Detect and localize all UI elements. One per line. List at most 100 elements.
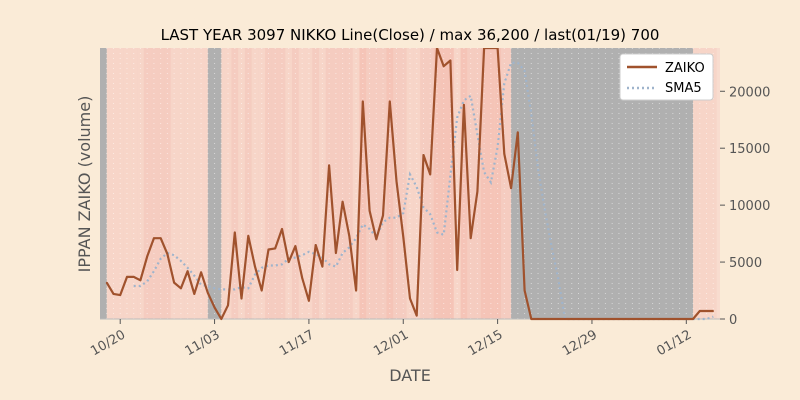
zaiko-point — [395, 180, 398, 183]
series-layer — [105, 48, 715, 321]
chart-title: LAST YEAR 3097 NIKKO Line(Close) / max 3… — [161, 26, 660, 44]
y-tick-label: 5000 — [729, 256, 762, 271]
zaiko-point — [564, 318, 566, 320]
zaiko-point — [597, 318, 600, 320]
zaiko-point — [281, 228, 283, 230]
zaiko-point — [624, 318, 627, 320]
zaiko-point — [611, 318, 613, 320]
zaiko-point — [335, 252, 337, 254]
zaiko-point — [422, 154, 425, 156]
zaiko-point — [698, 310, 701, 312]
zaiko-point — [469, 237, 472, 239]
zaiko-point — [328, 164, 330, 167]
zaiko-point — [692, 318, 694, 320]
zaiko-point — [314, 244, 317, 246]
zaiko-point — [456, 269, 458, 271]
zaiko-point — [119, 294, 122, 296]
zaiko-point — [240, 297, 243, 300]
zaiko-point — [510, 187, 512, 189]
zaiko-point — [402, 236, 405, 238]
zaiko-point — [105, 281, 108, 284]
zaiko-point — [193, 293, 196, 295]
zaiko-point — [618, 318, 620, 320]
zaiko-point — [490, 48, 492, 49]
zaiko-point — [517, 131, 519, 134]
zaiko-point — [153, 237, 155, 239]
zaiko-point — [301, 277, 303, 279]
zaiko-point — [362, 100, 364, 103]
zaiko-point — [496, 48, 499, 49]
y-tick-label: 0 — [729, 313, 737, 328]
y-tick-label: 20000 — [729, 85, 770, 100]
zaiko-point — [678, 318, 681, 320]
zaiko-point — [247, 235, 250, 237]
zaiko-point — [712, 310, 715, 312]
zaiko-point — [584, 318, 587, 320]
zaiko-point — [550, 318, 553, 320]
x-axis-label: DATE — [389, 366, 431, 385]
zaiko-point — [415, 314, 418, 317]
zaiko-point — [200, 271, 202, 274]
zaiko-point — [294, 245, 297, 247]
legend-label-sma5: SMA5 — [665, 81, 702, 96]
zaiko-point — [651, 318, 654, 320]
zaiko-point — [638, 318, 640, 320]
zaiko-point — [530, 318, 533, 320]
zaiko-point — [672, 318, 674, 320]
zaiko-point — [388, 100, 391, 103]
zaiko-point — [207, 292, 209, 294]
zaiko-point — [537, 318, 539, 320]
zaiko-point — [139, 279, 142, 282]
zaiko-point — [132, 276, 135, 278]
zaiko-point — [227, 304, 229, 307]
zaiko-point — [348, 235, 351, 237]
zaiko-point — [685, 318, 688, 320]
zaiko-point — [233, 231, 236, 234]
y-tick-label: 10000 — [729, 199, 770, 214]
zaiko-point — [173, 281, 175, 284]
gray-band — [100, 48, 107, 319]
background-bands — [100, 48, 720, 319]
zaiko-point — [557, 318, 560, 320]
zaiko-point — [220, 318, 223, 320]
zaiko-point — [449, 59, 452, 62]
zaiko-point — [112, 293, 115, 295]
legend-label-zaiko: ZAIKO — [665, 61, 705, 76]
zaiko-point — [442, 65, 445, 68]
zaiko-point — [180, 287, 182, 290]
zaiko-point — [436, 48, 438, 49]
zaiko-point — [166, 253, 169, 255]
zaiko-point — [267, 248, 270, 251]
zaiko-point — [355, 289, 357, 292]
zaiko-point — [705, 310, 708, 312]
zaiko-point — [658, 318, 661, 320]
y-tick-label: 15000 — [729, 142, 770, 157]
zaiko-point — [503, 153, 506, 155]
zaiko-point — [476, 190, 479, 193]
zaiko-point — [260, 289, 263, 292]
zaiko-point — [146, 255, 148, 258]
zaiko-point — [382, 214, 384, 217]
zaiko-point — [604, 318, 607, 320]
zaiko-point — [126, 276, 128, 278]
zaiko-point — [186, 270, 189, 272]
zaiko-point — [577, 318, 580, 320]
zaiko-point — [341, 200, 344, 203]
zaiko-point — [159, 237, 162, 239]
zaiko-point — [287, 261, 290, 263]
zaiko-point — [665, 318, 667, 320]
zaiko-point — [321, 265, 324, 268]
zaiko-point — [254, 265, 256, 268]
zaiko-point — [308, 299, 310, 302]
zaiko-point — [591, 318, 593, 320]
zaiko-point — [375, 238, 378, 241]
zaiko-point — [429, 173, 432, 176]
zaiko-point — [570, 318, 573, 320]
series-line-sma5 — [133, 61, 714, 321]
legend: ZAIKO SMA5 — [619, 53, 714, 101]
zaiko-point — [523, 289, 526, 292]
zaiko-point — [483, 48, 485, 49]
zaiko-point — [543, 318, 546, 320]
y-axis-label: IPPAN ZAIKO (volume) — [75, 96, 94, 273]
